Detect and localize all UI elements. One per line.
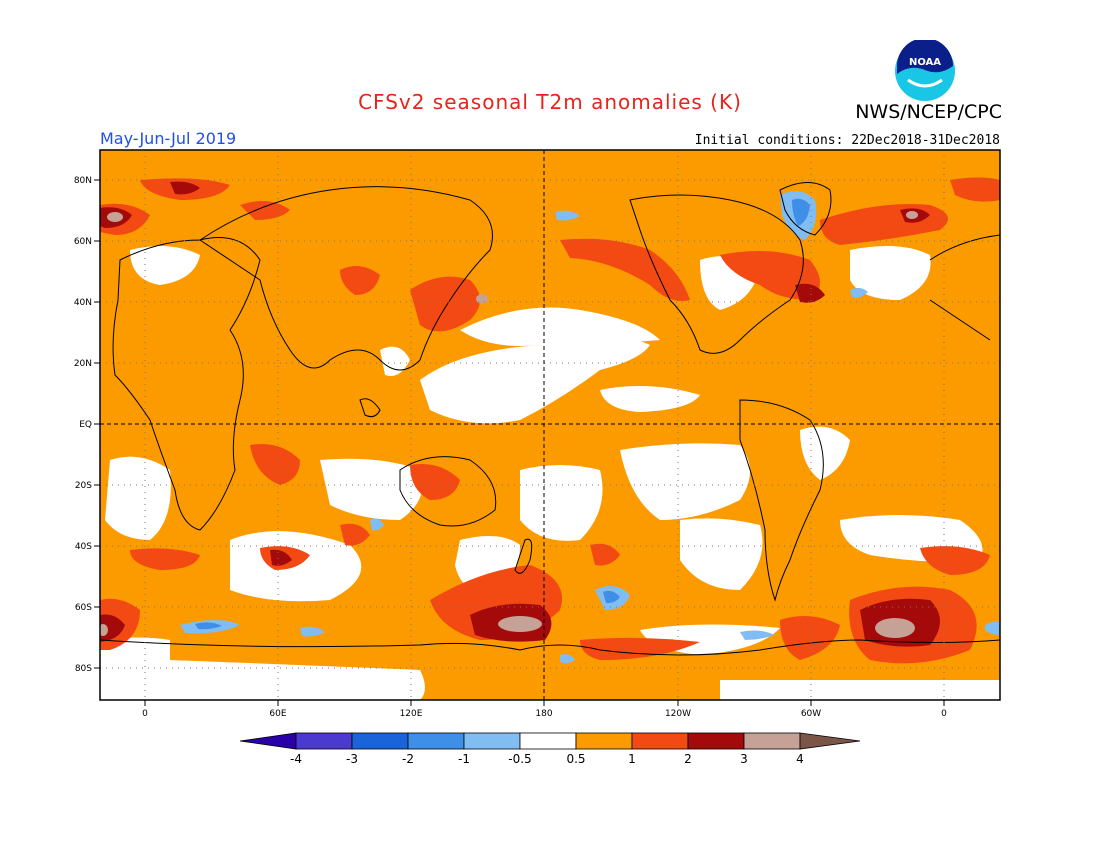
lat-label: 40S [75,542,92,552]
noaa-logo-text: NOAA [909,57,941,68]
initial-conditions: Initial conditions: 22Dec2018-31Dec2018 [694,133,1000,148]
lat-label: 20N [74,359,92,369]
colorbar-label: -3 [346,752,358,766]
lat-label: EQ [79,420,92,430]
lon-label: 60E [269,709,286,719]
noaa-logo: NOAA [895,40,955,101]
lon-label: 0 [142,709,148,719]
colorbar-swatch [463,732,521,750]
lon-label: 60W [801,709,821,719]
lon-label: 180 [535,709,552,719]
colorbar-swatch [519,732,577,750]
colorbar-swatch [407,732,465,750]
colorbar-swatch [575,732,633,750]
lon-label: 120E [400,709,423,719]
graticule [100,150,1000,700]
lat-label: 40N [74,298,92,308]
lat-label: 20S [75,481,92,491]
colorbar-label: -2 [402,752,414,766]
agency-label: NWS/NCEP/CPC [855,101,1002,123]
colorbar-label: 0.5 [566,752,585,766]
colorbar-label: 1 [628,752,636,766]
colorbar-swatch [743,732,801,750]
colorbar-swatch [351,732,409,750]
lat-label: 60S [75,603,92,613]
anomaly-field [100,150,1000,700]
map-frame [99,149,1001,701]
colorbar-label: -1 [458,752,470,766]
colorbar-swatch [631,732,689,750]
colorbar-label: 4 [796,752,804,766]
forecast-period: May-Jun-Jul 2019 [100,129,237,148]
lat-label: 80S [75,664,92,674]
lat-label: 60N [74,237,92,247]
colorbar-label: -0.5 [508,752,531,766]
lon-label: 0 [941,709,947,719]
colorbar-left-arrow [239,732,297,750]
colorbar-label: 2 [684,752,692,766]
colorbar-right-arrow [799,732,861,750]
colorbar: -4 -3 -2 -1 -0.5 0.5 1 2 3 4 [239,732,861,766]
lon-label: 120W [665,709,691,719]
map-title: CFSv2 seasonal T2m anomalies (K) [358,90,742,114]
colorbar-label: -4 [290,752,302,766]
colorbar-swatch [295,732,353,750]
colorbar-label: 3 [740,752,748,766]
colorbar-swatch [687,732,745,750]
lat-label: 80N [74,176,92,186]
